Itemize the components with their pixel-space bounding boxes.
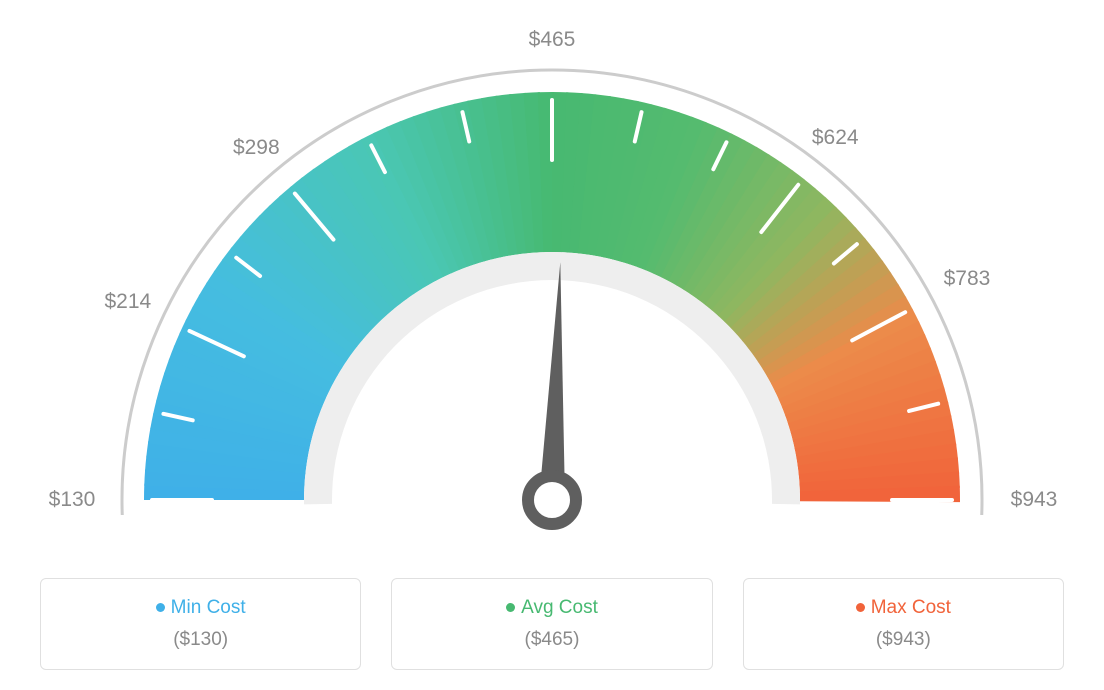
legend-dot-max (856, 603, 865, 612)
legend-row: Min Cost ($130) Avg Cost ($465) Max Cost… (0, 578, 1104, 670)
legend-title-avg: Avg Cost (402, 597, 701, 619)
gauge-tick-label: $783 (944, 267, 991, 291)
gauge-tick-label: $298 (233, 136, 280, 160)
legend-card-max: Max Cost ($943) (743, 578, 1064, 670)
legend-card-min: Min Cost ($130) (40, 578, 361, 670)
gauge-tick-label: $465 (529, 28, 576, 52)
gauge-container: $130 $214 $298 $465 $624 $783 $943 (0, 0, 1104, 560)
legend-card-avg: Avg Cost ($465) (391, 578, 712, 670)
gauge-svg (0, 0, 1104, 560)
gauge-tick-label: $214 (104, 290, 151, 314)
legend-title-text-max: Max Cost (871, 597, 951, 618)
legend-title-min: Min Cost (51, 597, 350, 619)
legend-dot-min (156, 603, 165, 612)
legend-value-min: ($130) (51, 629, 350, 651)
legend-title-text-min: Min Cost (171, 597, 246, 618)
legend-value-avg: ($465) (402, 629, 701, 651)
legend-value-max: ($943) (754, 629, 1053, 651)
legend-title-max: Max Cost (754, 597, 1053, 619)
gauge-tick-label: $130 (49, 488, 96, 512)
legend-dot-avg (506, 603, 515, 612)
legend-title-text-avg: Avg Cost (521, 597, 598, 618)
gauge-tick-label: $624 (812, 126, 859, 150)
gauge-tick-label: $943 (1011, 488, 1058, 512)
